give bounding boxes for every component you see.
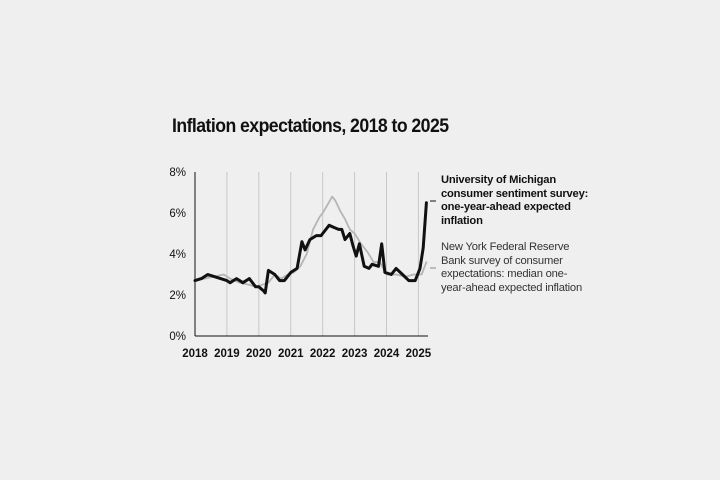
x-tick-label: 2018 [182,348,208,360]
x-tick-label: 2025 [406,348,432,360]
series-lines [193,195,428,295]
series-nyfed-line [194,195,428,288]
legend-michigan-label: University of Michigan consumer sentimen… [441,174,589,227]
y-tick-label: 8% [169,167,186,179]
x-tick-label: 2024 [374,348,400,360]
x-tick-label: 2020 [246,348,272,360]
tick-labels: 2018 2019 2020 2021 2022 2023 2024 2025 0% 2% 4% 6%… [169,167,431,360]
x-tick-label: 2019 [214,348,240,360]
legend-nyfed-label: New York Federal Reserve Bank survey of … [441,241,582,294]
y-tick-label: 2% [169,290,186,302]
axes [194,172,428,337]
y-tick-label: 4% [169,249,186,261]
series-michigan-line [193,201,428,295]
legend-leaders [430,200,436,269]
x-tick-label: 2023 [342,348,368,360]
y-tick-label: 6% [169,208,186,220]
x-tick-label: 2021 [278,348,304,360]
chart-title: Inflation expectations, 2018 to 2025 [172,116,449,137]
x-tick-label: 2022 [310,348,336,360]
grid-lines [226,172,419,336]
y-tick-label: 0% [169,331,186,343]
